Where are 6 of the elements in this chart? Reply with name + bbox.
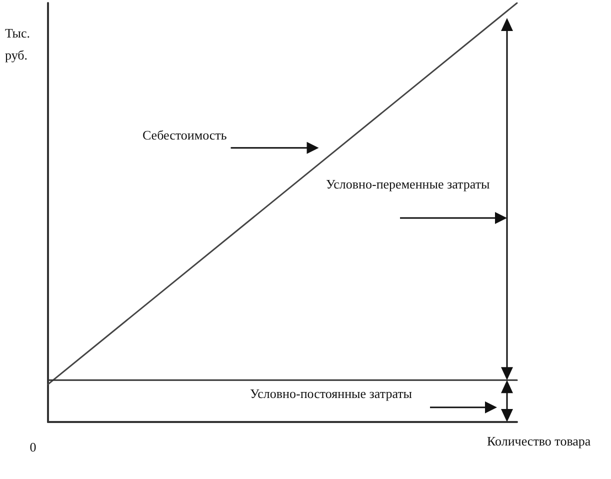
- text: Себестоимость: [142, 127, 227, 142]
- annotation: Условно-переменные затраты: [326, 176, 490, 192]
- annotation: Условно-постоянные затраты: [250, 386, 412, 401]
- text: 0: [30, 440, 36, 454]
- y-axis-title: Тыс. руб.: [5, 26, 30, 62]
- x-axis-title: Количество товара: [487, 434, 591, 448]
